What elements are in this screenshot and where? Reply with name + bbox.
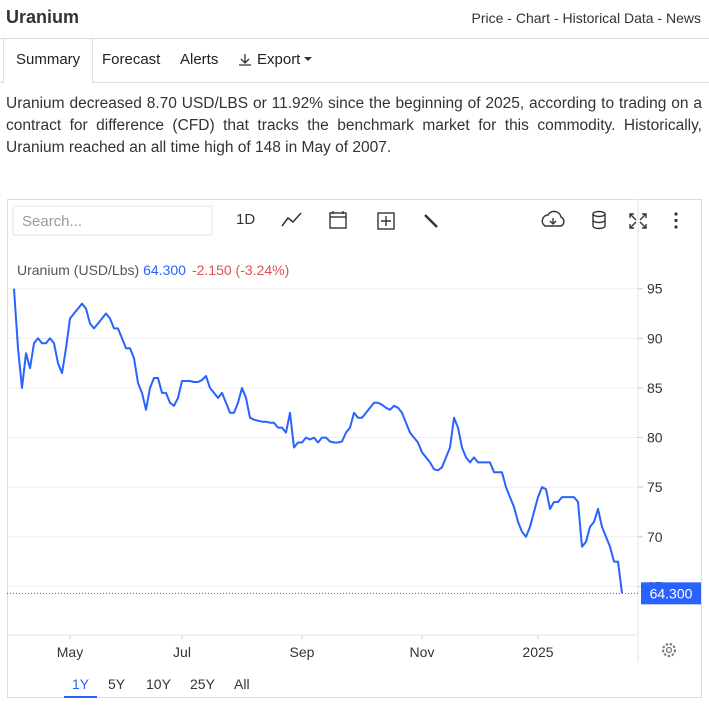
y-tick-label: 95 [647, 281, 663, 297]
y-tick-label: 75 [647, 479, 663, 495]
download-cloud-icon[interactable] [541, 210, 565, 227]
chart: Uranium (USD/Lbs)64.300-2.150 (-3.24%) 6… [7, 199, 701, 662]
download-icon [239, 54, 251, 66]
divider [0, 82, 709, 83]
toolbar-icons [281, 210, 678, 230]
x-tick-label: May [57, 644, 83, 660]
search-input[interactable]: Search... [13, 206, 212, 235]
settings-icon[interactable] [424, 214, 438, 228]
fullscreen-icon[interactable] [629, 213, 647, 229]
page-title: Uranium [6, 7, 80, 27]
divider [0, 38, 709, 39]
y-tick-label: 70 [647, 529, 663, 545]
y-tick-label: 85 [647, 380, 663, 396]
legend-name: Uranium (USD/Lbs) [17, 262, 139, 278]
tab[interactable]: Summary [16, 51, 81, 68]
last-price-label: 64.300 [650, 585, 693, 601]
interval-button[interactable]: 1D [236, 211, 256, 228]
add-icon[interactable] [377, 212, 395, 230]
caret [304, 57, 312, 61]
active-tab [3, 38, 93, 84]
range-button[interactable]: 1Y [64, 676, 98, 698]
x-tick-label: Jul [173, 644, 191, 660]
range-button[interactable]: 25Y [190, 676, 215, 692]
description: Uranium decreased 8.70 USD/LBS or 11.92%… [6, 95, 702, 156]
x-tick-label: 2025 [522, 644, 553, 660]
legend-price: 64.300 [143, 262, 186, 278]
range-button[interactable]: 5Y [108, 676, 126, 692]
legend: Uranium (USD/Lbs) 64.300 -2.150 (-3.24%) [17, 262, 289, 278]
last-price-box [641, 582, 701, 605]
tab[interactable]: Forecast [102, 51, 161, 68]
chart-container [7, 199, 702, 698]
x-tick-label: Nov [410, 644, 435, 660]
more-icon[interactable] [674, 212, 678, 229]
gear-icon[interactable] [662, 643, 676, 657]
range-button[interactable]: All [234, 676, 250, 692]
legend-change: -2.150 (-3.24%) [192, 262, 289, 278]
calendar-icon[interactable] [329, 211, 347, 229]
tab[interactable]: Export [257, 51, 301, 68]
database-icon[interactable] [592, 210, 606, 230]
price-line [13, 288, 623, 594]
header-links[interactable]: Price - Chart - Historical Data - News [471, 10, 702, 26]
line-icon[interactable] [281, 212, 302, 227]
x-tick-label: Sep [290, 644, 315, 660]
tab[interactable]: Alerts [180, 51, 219, 68]
y-tick-label: 90 [647, 330, 663, 346]
range-button[interactable]: 10Y [146, 676, 171, 692]
y-tick-label: 80 [647, 430, 663, 446]
